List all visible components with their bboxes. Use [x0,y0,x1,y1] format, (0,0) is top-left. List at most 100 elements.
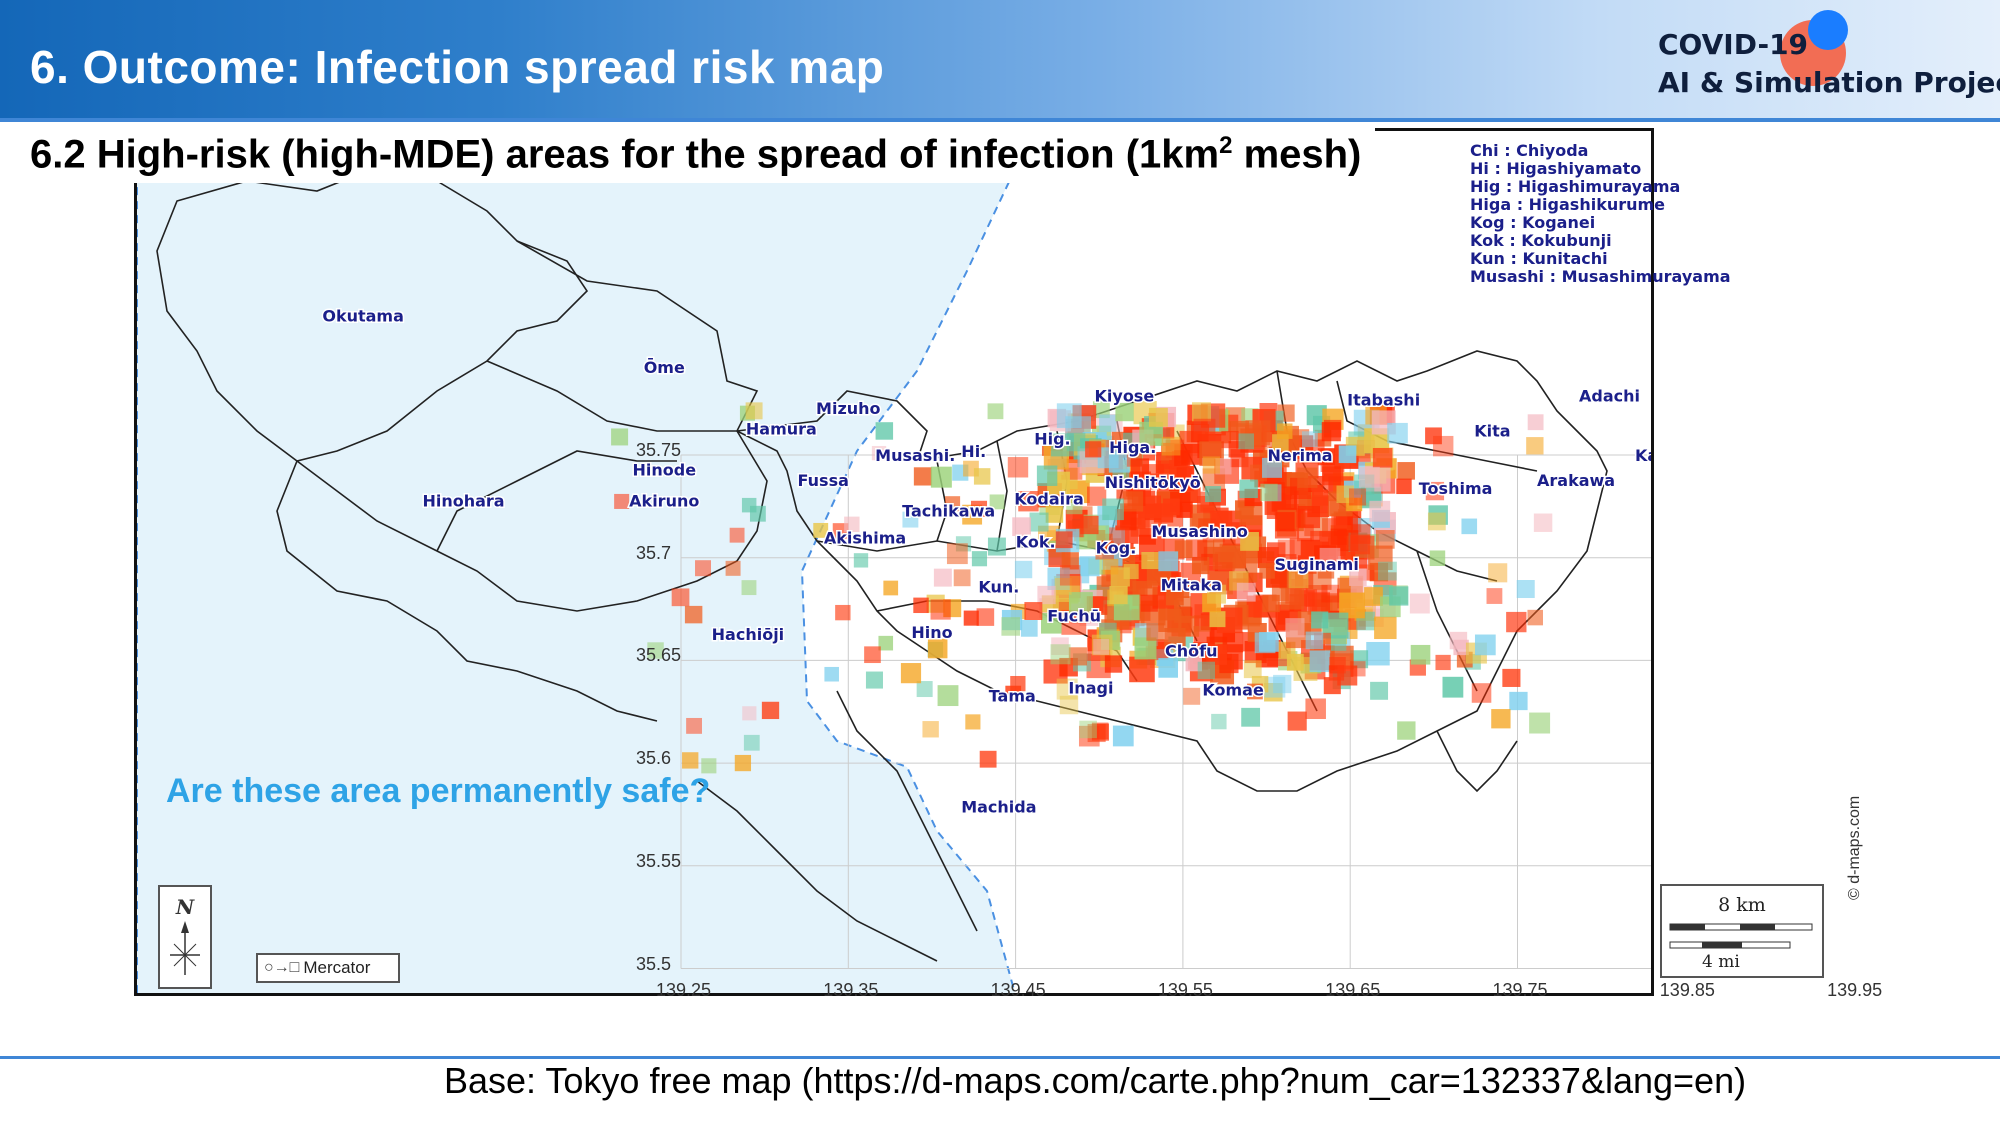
risk-cell [1109,585,1128,605]
risk-cell [1425,481,1445,501]
risk-cell [1037,585,1056,605]
risk-cell [1036,465,1058,486]
risk-cell [1155,460,1179,483]
risk-cell [1258,632,1279,652]
risk-cell [1350,534,1370,555]
subtitle-prefix: 6.2 High-risk (high-MDE) areas for the s… [30,132,1220,177]
risk-cell [1486,588,1503,604]
risk-cell [853,553,869,568]
subtitle-suffix: mesh) [1232,132,1362,177]
risk-cell [1115,402,1134,422]
place-label: Inagi [1068,678,1113,697]
risk-cell [813,522,829,538]
risk-cell [647,642,664,659]
risk-cell [729,527,745,543]
risk-cell [1238,433,1255,450]
place-label: Musashi. [875,446,955,465]
risk-cell [835,604,851,621]
risk-cell [937,685,959,707]
risk-cell [1014,560,1033,579]
risk-cell [1410,644,1431,665]
place-label: Mitaka [1161,576,1222,595]
risk-cell [1212,547,1236,570]
risk-cell [1527,609,1543,626]
abbr-item: Hig : Higashimurayama [1470,177,1681,196]
place-label: Hinohara [422,491,504,510]
risk-cell [865,671,883,689]
risk-cell [1123,564,1139,580]
risk-cell [1102,558,1119,575]
risk-cell [973,468,991,485]
lon-tick-label: 139.85 [1659,980,1715,1000]
risk-cell [1389,586,1409,606]
risk-cell [1301,431,1318,448]
risk-cell [1141,551,1159,570]
risk-cell [1091,722,1109,740]
risk-cell [989,494,1005,510]
risk-cell [1369,500,1391,522]
risk-cell [1260,483,1278,502]
risk-cell [1092,401,1110,419]
risk-cell [965,714,981,730]
risk-cell [1020,620,1038,637]
risk-cell [1202,456,1220,474]
risk-cell [1297,467,1318,488]
risk-cell [1241,707,1261,727]
risk-cell [1051,637,1069,655]
risk-cell [1085,441,1102,458]
place-label: Hamura [746,419,817,438]
risk-cell [1262,457,1283,478]
risk-cell [902,511,919,528]
risk-cell [1358,466,1380,488]
risk-cell [979,750,997,768]
risk-cell [878,635,894,651]
section-subtitle: 6.2 High-risk (high-MDE) areas for the s… [28,128,1376,184]
risk-cell [1516,580,1535,599]
risk-cell [1364,587,1383,606]
risk-cell [1533,513,1553,532]
risk-cell [1240,532,1259,551]
risk-cell [1097,447,1119,469]
abbr-item: Kog : Koganei [1470,213,1596,232]
risk-cell [1164,627,1186,650]
risk-cell [1134,637,1157,660]
risk-cell [611,428,629,446]
place-label: Nerima [1267,446,1332,465]
risk-cell [1045,505,1064,523]
slide-title: 6. Outcome: Infection spread risk map [30,41,885,93]
risk-cell [1029,512,1049,532]
place-label: Kiyose [1095,387,1155,406]
risk-cell [1271,584,1289,602]
risk-cell [1322,466,1341,486]
place-label: Fuchū [1047,606,1101,625]
risk-cell [1054,577,1072,595]
place-label: Nishitōkyō [1105,473,1201,492]
risk-cell [1349,488,1367,506]
risk-cell [1191,402,1212,422]
footer-divider [0,1056,2000,1059]
place-label: Toshima [1419,479,1493,498]
place-label: Kok. [1016,532,1056,551]
risk-cell [1425,427,1442,445]
risk-cell [1317,448,1335,466]
risk-cell [1336,485,1354,504]
map-credit: © d-maps.com [1846,795,1863,900]
place-label: Kog. [1096,539,1137,558]
risk-cell [1297,505,1320,529]
risk-cell [1068,647,1087,666]
risk-cell [1526,437,1544,455]
risk-cell [1247,683,1263,700]
risk-cell [945,496,961,512]
lon-tick-label: 139.25 [656,980,712,1000]
risk-cell [1273,674,1292,694]
risk-cell [1129,656,1155,683]
place-label: Tachikawa [902,502,995,521]
lon-tick-label: 139.65 [1325,980,1381,1000]
risk-cell [1323,419,1342,438]
risk-cell [1140,594,1158,612]
risk-cell [1491,709,1511,729]
risk-cell [1311,611,1329,629]
risk-cell [1080,515,1099,535]
abbr-item: Kun : Kunitachi [1470,249,1608,268]
logo-line1: COVID-19 [1658,28,1809,61]
